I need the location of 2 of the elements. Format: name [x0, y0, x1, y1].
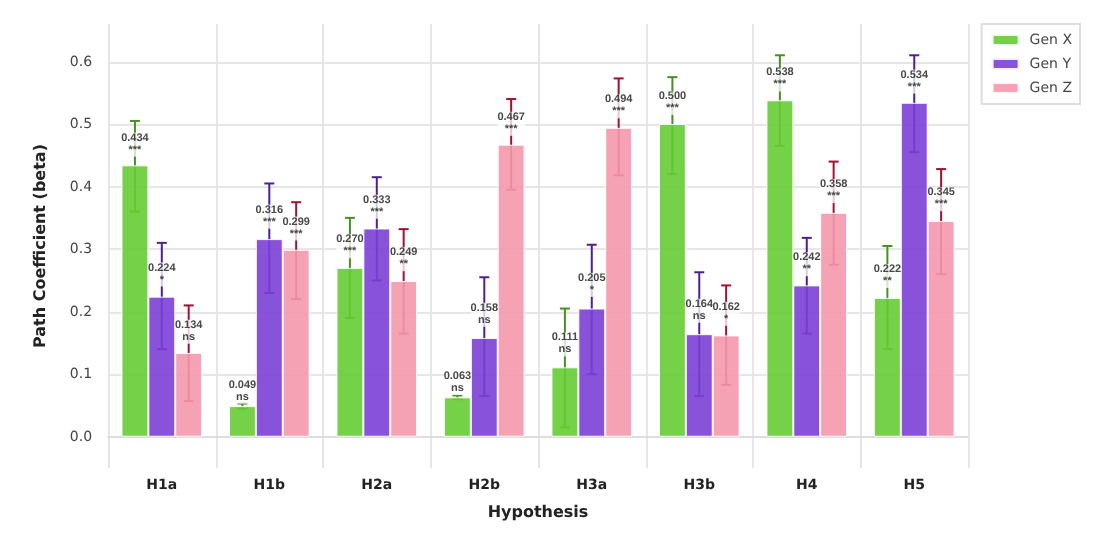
y-axis-title: Path Coefficient (beta) — [31, 144, 49, 348]
x-axis-title: Hypothesis — [487, 503, 589, 521]
